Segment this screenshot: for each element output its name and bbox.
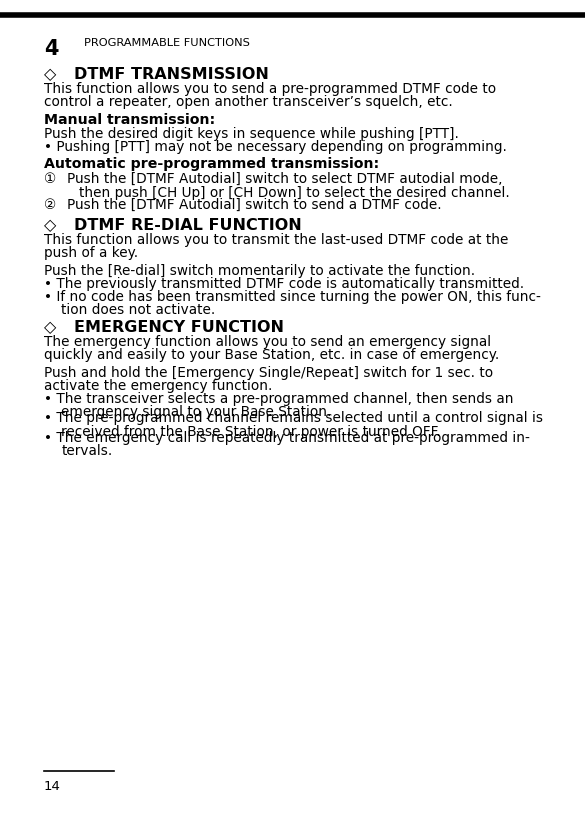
Text: tervals.: tervals.	[61, 444, 113, 459]
Text: then push [CH Up] or [CH Down] to select the desired channel.: then push [CH Up] or [CH Down] to select…	[79, 186, 510, 200]
Text: activate the emergency function.: activate the emergency function.	[44, 379, 272, 392]
Text: tion does not activate.: tion does not activate.	[61, 304, 216, 317]
Text: Push the [DTMF Autodial] switch to send a DTMF code.: Push the [DTMF Autodial] switch to send …	[67, 198, 442, 212]
Text: emergency signal to your Base Station.: emergency signal to your Base Station.	[61, 405, 332, 419]
Text: Push the desired digit keys in sequence while pushing [PTT].: Push the desired digit keys in sequence …	[44, 127, 459, 141]
Text: • The previously transmitted DTMF code is automatically transmitted.: • The previously transmitted DTMF code i…	[44, 277, 524, 290]
Text: • The emergency call is repeatedly transmitted at pre-programmed in-: • The emergency call is repeatedly trans…	[44, 431, 530, 445]
Text: control a repeater, open another transceiver’s squelch, etc.: control a repeater, open another transce…	[44, 95, 453, 109]
Text: • If no code has been transmitted since turning the power ON, this func-: • If no code has been transmitted since …	[44, 290, 541, 304]
Text: quickly and easily to your Base Station, etc. in case of emergency.: quickly and easily to your Base Station,…	[44, 348, 499, 362]
Text: This function allows you to send a pre-programmed DTMF code to: This function allows you to send a pre-p…	[44, 82, 496, 96]
Text: • Pushing [PTT] may not be necessary depending on programming.: • Pushing [PTT] may not be necessary dep…	[44, 140, 507, 154]
Text: The emergency function allows you to send an emergency signal: The emergency function allows you to sen…	[44, 335, 491, 349]
Text: Manual transmission:: Manual transmission:	[44, 113, 215, 126]
Text: Push and hold the [Emergency Single/Repeat] switch for 1 sec. to: Push and hold the [Emergency Single/Repe…	[44, 366, 493, 379]
Text: 4: 4	[44, 39, 59, 60]
Text: 14: 14	[44, 780, 61, 793]
Text: ◇: ◇	[44, 67, 56, 82]
Text: Push the [DTMF Autodial] switch to select DTMF autodial mode,: Push the [DTMF Autodial] switch to selec…	[67, 172, 503, 186]
Text: ①: ①	[44, 172, 56, 186]
Text: ②: ②	[44, 198, 56, 212]
Text: • The transceiver selects a pre-programmed channel, then sends an: • The transceiver selects a pre-programm…	[44, 392, 514, 406]
Text: ◇: ◇	[44, 218, 56, 233]
Text: Automatic pre-programmed transmission:: Automatic pre-programmed transmission:	[44, 157, 379, 171]
Text: ◇: ◇	[44, 320, 56, 335]
Text: EMERGENCY FUNCTION: EMERGENCY FUNCTION	[74, 320, 284, 335]
Text: push of a key.: push of a key.	[44, 246, 138, 260]
Text: DTMF RE-DIAL FUNCTION: DTMF RE-DIAL FUNCTION	[74, 218, 302, 233]
Text: Push the [Re-dial] switch momentarily to activate the function.: Push the [Re-dial] switch momentarily to…	[44, 264, 475, 277]
Text: received from the Base Station, or power is turned OFF.: received from the Base Station, or power…	[61, 424, 441, 439]
Text: DTMF TRANSMISSION: DTMF TRANSMISSION	[74, 67, 269, 82]
Text: PROGRAMMABLE FUNCTIONS: PROGRAMMABLE FUNCTIONS	[84, 38, 250, 48]
Text: This function allows you to transmit the last-used DTMF code at the: This function allows you to transmit the…	[44, 233, 508, 247]
Text: • The pre-programmed channel remains selected until a control signal is: • The pre-programmed channel remains sel…	[44, 411, 543, 425]
